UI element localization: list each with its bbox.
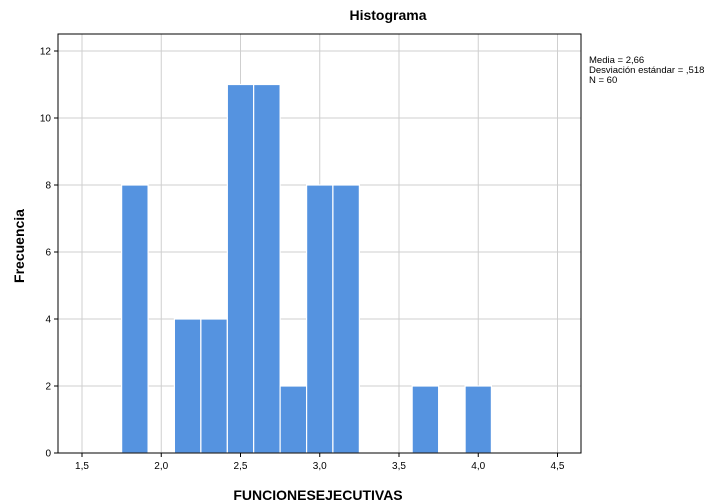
x-tick-label: 4,0 xyxy=(471,461,485,472)
histogram-bar xyxy=(121,184,149,454)
n-label: N = 60 xyxy=(589,75,618,86)
histogram-bar xyxy=(173,318,202,454)
x-axis-title: FUNCIONESEJECUTIVAS xyxy=(233,487,402,503)
histogram-bar xyxy=(332,184,360,454)
y-tick-label: 6 xyxy=(45,248,51,259)
histogram-bar xyxy=(411,385,440,454)
histogram-bar xyxy=(200,318,228,454)
y-tick-label: 12 xyxy=(40,47,52,58)
x-tick-label: 3,5 xyxy=(392,461,406,472)
plot-area: 0 2 4 6 8 10 12 1,5 2,0 2,5 3,0 3,5 4,0 4,5 xyxy=(40,33,582,472)
histogram-bar xyxy=(464,385,493,454)
histogram-bar xyxy=(253,83,281,454)
std-dev-label: Desviación estándar = ,518 xyxy=(589,65,705,76)
x-tick-label: 2,0 xyxy=(154,461,168,472)
mean-label: Media = 2,66 xyxy=(589,55,645,66)
x-tick-label: 4,5 xyxy=(551,461,565,472)
x-tick-label: 3,0 xyxy=(313,461,327,472)
statistics-box: Media = 2,66 Desviación estándar = ,518 … xyxy=(589,56,704,86)
y-tick-label: 0 xyxy=(45,449,51,460)
histogram-bar xyxy=(226,83,255,454)
y-tick-label: 2 xyxy=(45,382,51,393)
y-tick-label: 10 xyxy=(40,114,52,125)
chart-title: Histograma xyxy=(349,7,426,23)
x-tick-label: 2,5 xyxy=(234,461,248,472)
y-tick-label: 8 xyxy=(45,181,51,192)
x-tick-label: 1,5 xyxy=(75,461,89,472)
y-tick-label: 4 xyxy=(45,315,51,326)
histogram-bar xyxy=(305,184,334,454)
histogram-bar xyxy=(279,385,308,454)
y-axis-title: Frecuencia xyxy=(11,209,27,283)
